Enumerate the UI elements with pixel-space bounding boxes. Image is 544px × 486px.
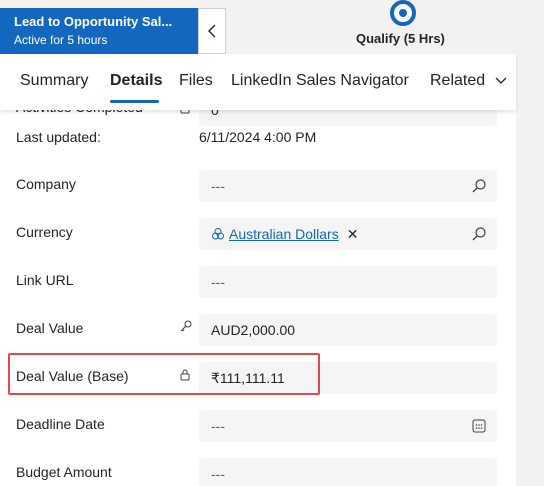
tab-linkedin-sales-navigator[interactable]: LinkedIn Sales Navigator [231,72,409,89]
key-icon [180,320,192,332]
deal-value-base-field: ₹111,111.11 [199,362,497,394]
field-label: Deal Value (Base) [16,368,129,384]
currency-lookup-input[interactable]: Australian Dollars ✕ [199,218,497,250]
field-value: --- [211,274,225,290]
chevron-left-icon [208,24,216,38]
tab-related-label: Related [430,72,486,89]
stage-duration: (5 Hrs) [403,31,445,46]
field-row-link-url: Link URL --- [0,266,516,306]
currency-link[interactable]: Australian Dollars [229,226,339,242]
field-label: Company [16,176,76,192]
company-lookup-input[interactable]: --- [199,170,497,202]
field-label: Deal Value [16,320,84,336]
tab-details[interactable]: Details [110,72,163,89]
form-tabs: Summary Details Files LinkedIn Sales Nav… [0,54,516,110]
field-row-currency: Currency Australian Dollars ✕ [0,218,516,258]
field-row-budget-amount: Budget Amount --- [0,458,516,486]
deal-value-input[interactable]: AUD2,000.00 [199,314,497,346]
process-flyout-title: Lead to Opportunity Sal... [14,14,173,29]
calendar-icon[interactable] [471,418,487,434]
field-label: Last updated: [16,129,101,145]
details-form: Activities Completed 0 Last updated: 6/1… [0,96,516,486]
lock-icon [180,369,190,381]
field-value: AUD2,000.00 [211,322,296,338]
remove-currency-icon[interactable]: ✕ [346,225,359,242]
active-tab-underline [110,100,159,103]
currency-chip[interactable]: Australian Dollars ✕ [211,226,358,243]
field-label: Budget Amount [16,464,112,480]
field-value: --- [211,418,225,434]
tab-summary[interactable]: Summary [20,72,89,89]
deadline-date-input[interactable]: --- [199,410,497,442]
process-flyout[interactable]: Lead to Opportunity Sal... Active for 5 … [0,8,198,54]
tab-files[interactable]: Files [179,72,213,89]
search-icon[interactable] [471,226,487,242]
field-value: --- [211,466,225,482]
field-label: Currency [16,224,73,240]
currency-icon [212,228,224,240]
field-value: --- [211,178,225,194]
active-stage-label[interactable]: Qualify (5 Hrs) [356,31,445,46]
collapse-process-button[interactable] [198,8,226,54]
budget-amount-input[interactable]: --- [199,458,497,486]
search-icon[interactable] [471,178,487,194]
field-value: 0 [211,102,219,118]
field-value: ₹111,111.11 [211,369,285,386]
field-row-deadline-date: Deadline Date --- [0,410,516,450]
tab-related[interactable]: Related [430,72,507,90]
field-row-last-updated: Last updated: 6/11/2024 4:00 PM [0,126,516,166]
field-row-deal-value-base: Deal Value (Base) ₹111,111.11 [0,362,516,402]
field-label: Link URL [16,272,74,288]
chevron-down-icon [495,77,507,84]
field-label: Deadline Date [16,416,105,432]
stage-name: Qualify [356,31,401,46]
active-stage-indicator[interactable] [390,0,416,26]
business-process-bar: Lead to Opportunity Sal... Active for 5 … [0,0,544,54]
link-url-input[interactable]: --- [199,266,497,298]
field-row-company: Company --- [0,170,516,210]
last-updated-value: 6/11/2024 4:00 PM [199,129,317,145]
field-row-deal-value: Deal Value AUD2,000.00 [0,314,516,354]
process-flyout-subtitle: Active for 5 hours [14,33,108,47]
scrollbar-gutter[interactable] [516,54,544,486]
